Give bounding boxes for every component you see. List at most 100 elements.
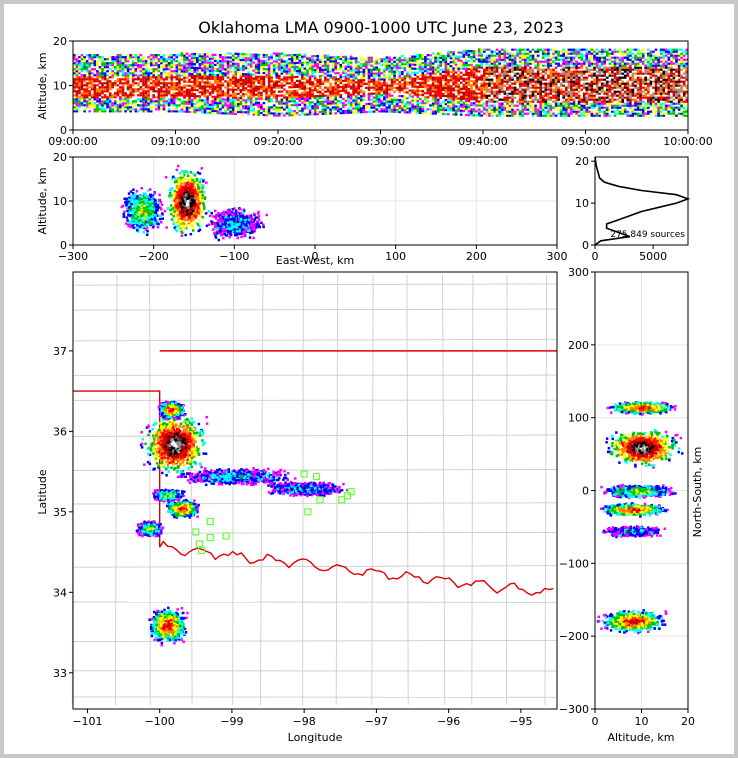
time-height-cell [452,71,455,74]
time-height-cell [283,62,286,65]
time-height-cell [580,52,583,55]
time-height-cell [147,56,150,59]
time-height-cell [603,48,606,51]
time-height-cell [257,95,261,98]
time-height-cell [180,70,184,73]
time-height-cell [418,107,422,111]
time-height-cell [196,71,199,74]
time-height-cell [436,70,440,73]
time-height-cell [459,99,463,102]
time-height-cell [224,112,227,115]
time-height-cell [298,73,302,76]
time-height-cell [557,90,560,93]
time-height-cell [126,64,130,67]
time-height-cell [331,98,335,101]
time-height-cell [565,62,568,65]
time-height-cell [165,60,168,63]
time-height-cell [167,68,171,71]
time-height-cell [342,59,345,62]
time-height-cell [377,110,381,113]
time-height-cell [593,58,596,61]
time-height-cell [603,62,606,65]
time-height-cell [319,60,322,63]
time-height-cell [137,84,140,87]
time-height-cell [237,92,240,95]
time-height-cell [162,66,166,69]
time-height-cell [401,65,404,68]
time-height-cell [183,72,186,75]
time-height-cell [362,74,366,78]
time-height-cell [600,70,604,73]
time-height-cell [303,53,307,56]
time-height-cell [367,102,371,105]
time-height-cell [495,100,499,103]
time-height-cell [103,72,107,75]
time-height-cell [249,103,253,106]
time-height-cell [80,82,84,85]
time-height-cell [308,89,312,92]
time-height-cell [498,84,501,87]
time-height-cell [488,88,491,91]
time-height-cell [600,56,604,59]
time-height-cell [126,86,130,89]
time-height-cell [549,76,553,79]
time-height-cell [349,73,353,76]
time-height-cell [493,60,496,63]
time-height-cell [511,90,514,93]
time-height-cell [126,78,130,81]
time-height-cell [536,92,540,95]
time-height-cell [506,64,509,67]
time-height-cell [306,101,309,104]
time-height-cell [313,113,317,116]
time-height-cell [508,62,512,65]
time-height-cell [188,102,191,105]
time-height-cell [206,107,209,110]
time-height-cell [449,99,453,102]
time-height-cell [357,111,360,114]
time-height-cell [485,58,489,61]
time-height-cell [170,58,173,61]
time-height-cell [349,65,353,68]
time-height-cell [485,82,489,85]
time-height-cell [449,71,453,74]
time-height-cell [137,88,140,91]
time-height-cell [131,72,135,75]
time-height-cell [234,52,237,55]
time-height-cell [554,98,558,101]
time-height-cell [354,57,358,60]
time-height-cell [593,100,596,103]
time-height-cell [219,68,222,71]
time-height-cell [521,112,524,115]
time-height-cell [316,91,319,94]
time-height-cell [288,76,291,79]
time-height-cell [121,82,125,85]
time-height-cell [213,59,217,62]
time-height-cell [467,100,471,103]
time-height-cell [185,56,189,59]
time-height-cell [431,110,435,113]
time-height-cell [349,71,353,74]
time-height-cell [449,109,453,112]
time-height-cell [260,93,263,96]
time-height-cell [557,92,560,95]
time-height-cell [582,48,586,51]
time-height-cell [465,51,468,54]
time-height-cell [621,60,624,63]
time-height-cell [237,108,240,112]
time-height-cell [483,78,486,81]
time-height-cell [344,85,348,88]
time-height-cell [516,50,519,53]
time-height-cell [593,102,596,105]
time-height-cell [167,104,171,107]
time-height-cell [239,84,243,88]
time-height-cell [426,90,430,93]
time-height-cell [83,88,86,91]
time-height-cell [342,109,345,113]
time-height-cell [290,66,294,69]
time-height-cell [508,114,512,117]
time-height-cell [421,83,425,87]
time-height-cell [224,104,227,107]
time-height-cell [593,68,596,71]
time-height-cell [237,98,240,101]
time-height-cell [90,86,94,89]
